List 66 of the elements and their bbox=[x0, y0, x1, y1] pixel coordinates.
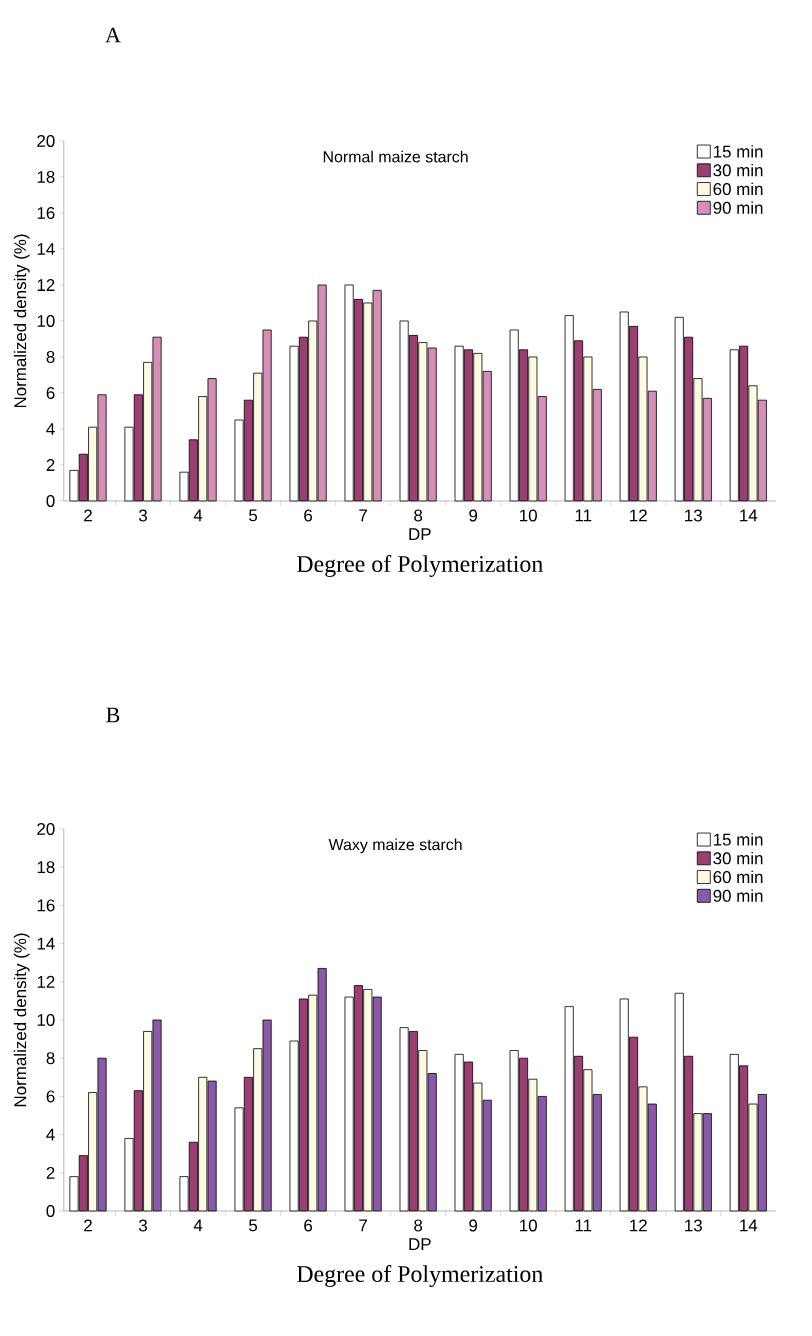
y-tick-label: 6 bbox=[46, 386, 55, 399]
legend-label: 60 min bbox=[713, 182, 763, 196]
y-tick-label: 20 bbox=[37, 822, 55, 835]
text: B bbox=[106, 707, 120, 723]
legend-label: 90 min bbox=[713, 889, 763, 902]
legend-label: 15 min bbox=[713, 833, 763, 846]
y-tick-label: 14 bbox=[37, 243, 55, 255]
y-tick-label: 4 bbox=[46, 423, 55, 435]
x-tick-label: 3 bbox=[138, 509, 147, 522]
x-tick-label: 14 bbox=[740, 509, 758, 522]
legend-label: 30 min bbox=[713, 851, 763, 865]
x-tick-label: 5 bbox=[249, 1219, 258, 1232]
x-tick-label: 8 bbox=[414, 1219, 423, 1232]
x-tick-label: 11 bbox=[575, 509, 592, 522]
x-tick-label: 5 bbox=[249, 509, 258, 522]
y-tick-label: 6 bbox=[46, 1090, 55, 1103]
y-tick-label: 2 bbox=[46, 459, 55, 471]
legend-label: 15 min bbox=[713, 145, 763, 158]
x-tick-label: 8 bbox=[414, 509, 423, 522]
x-tick-label: 6 bbox=[304, 1219, 313, 1232]
x-tick-label: 9 bbox=[469, 1219, 478, 1232]
text: A bbox=[105, 27, 121, 43]
x-tick-label: 13 bbox=[685, 509, 702, 522]
x-tick-label: 10 bbox=[520, 509, 537, 522]
x-tick-label: 10 bbox=[520, 1219, 537, 1232]
legend-label: 90 min bbox=[713, 201, 763, 214]
text: Degree of Polymerization bbox=[296, 1265, 543, 1288]
y-tick-label: 14 bbox=[37, 937, 55, 950]
x-tick-label: 9 bbox=[469, 509, 478, 522]
y-tick-label: 0 bbox=[46, 494, 55, 507]
legend-label: 60 min bbox=[713, 870, 763, 884]
y-tick-label: 18 bbox=[37, 170, 55, 183]
y-tick-label: 12 bbox=[37, 279, 55, 291]
x-tick-label: 13 bbox=[685, 1219, 702, 1232]
x-tick-label: 2 bbox=[84, 1219, 92, 1232]
x-tick-label: 2 bbox=[84, 509, 92, 522]
x-tick-label: 3 bbox=[138, 1219, 147, 1232]
y-tick-label: 16 bbox=[37, 206, 55, 219]
y-tick-label: 10 bbox=[37, 1013, 55, 1026]
x-tick-label: 12 bbox=[630, 509, 647, 522]
x-tick-label: 4 bbox=[193, 1219, 203, 1232]
y-tick-label: 10 bbox=[37, 314, 55, 327]
x-tick-label: 14 bbox=[740, 1219, 758, 1232]
x-tick-label: 7 bbox=[359, 509, 367, 522]
x-tick-label: 7 bbox=[359, 1219, 367, 1232]
y-tick-label: 8 bbox=[46, 1052, 55, 1065]
x-tick-label: 12 bbox=[630, 1219, 647, 1232]
y-axis-title: Normalized density (%) bbox=[13, 234, 30, 408]
x-axis-title: DP bbox=[409, 528, 431, 540]
text: Waxy maize starch bbox=[328, 838, 462, 854]
y-tick-label: 12 bbox=[37, 975, 55, 988]
y-tick-label: 18 bbox=[37, 861, 55, 874]
x-tick-label: 6 bbox=[304, 509, 313, 522]
x-tick-label: 4 bbox=[193, 509, 203, 522]
legend-label: 30 min bbox=[713, 163, 763, 177]
y-tick-label: 20 bbox=[37, 134, 55, 147]
x-axis-title: DP bbox=[409, 1238, 431, 1250]
y-tick-label: 8 bbox=[46, 350, 55, 363]
y-tick-label: 0 bbox=[46, 1205, 55, 1217]
y-tick-label: 4 bbox=[46, 1128, 55, 1141]
x-tick-label: 11 bbox=[575, 1219, 592, 1232]
chart-title: Normal maize starch bbox=[323, 150, 468, 163]
y-tick-label: 16 bbox=[37, 899, 55, 912]
y-tick-label: 2 bbox=[46, 1166, 55, 1179]
text: Degree of Polymerization bbox=[296, 555, 543, 578]
y-axis-title: Normalized density (%) bbox=[13, 933, 30, 1107]
